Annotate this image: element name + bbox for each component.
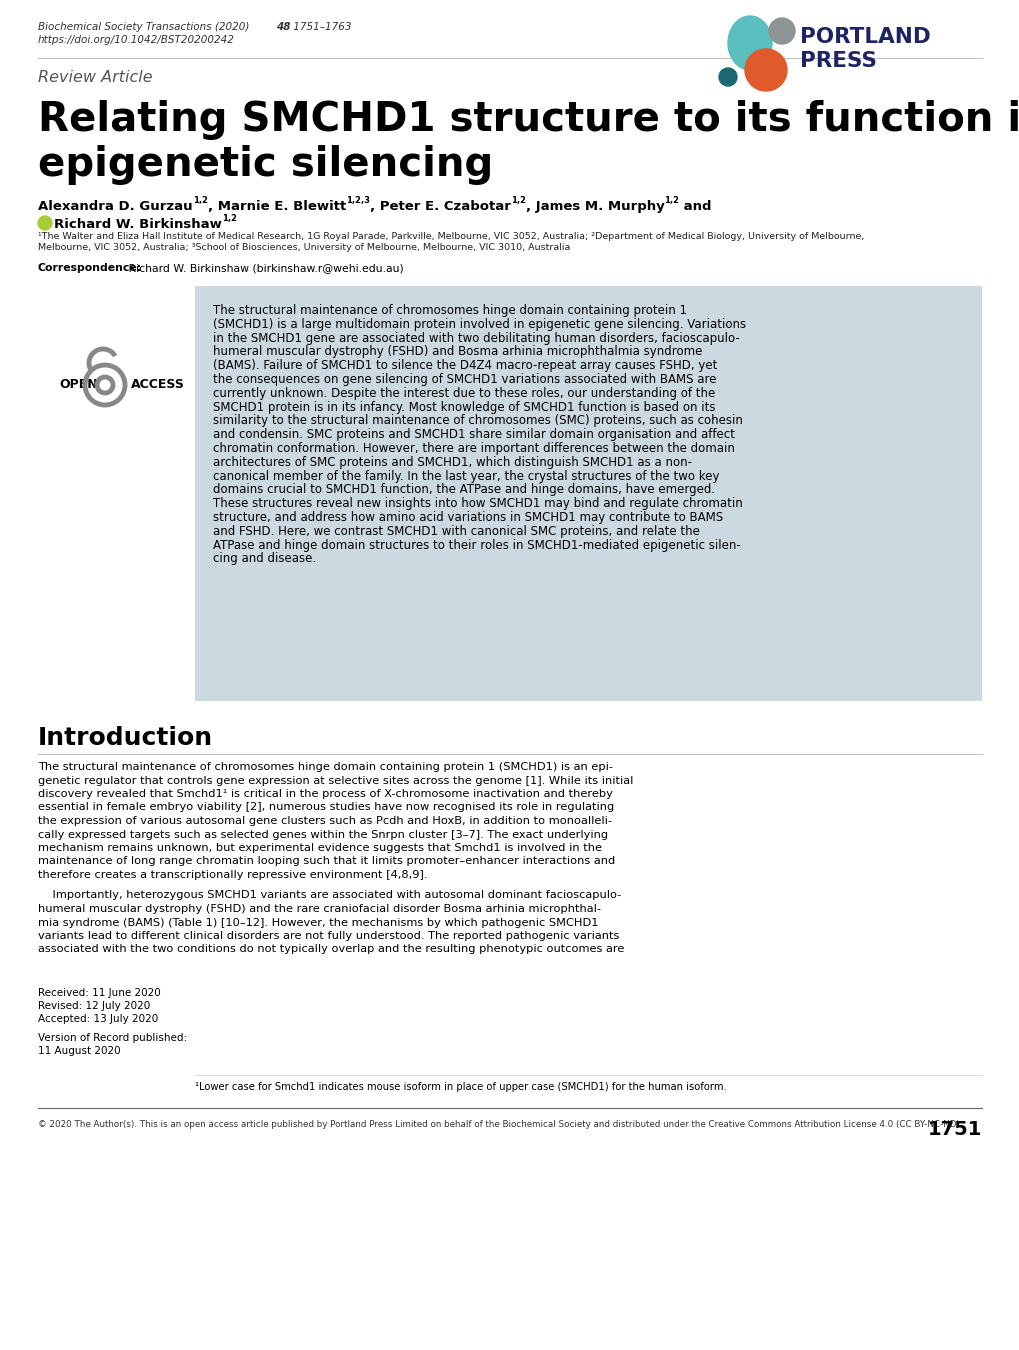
Text: (BAMS). Failure of SMCHD1 to silence the D4Z4 macro-repeat array causes FSHD, ye: (BAMS). Failure of SMCHD1 to silence the…	[213, 359, 716, 373]
Text: the consequences on gene silencing of SMCHD1 variations associated with BAMS are: the consequences on gene silencing of SM…	[213, 373, 715, 386]
Text: 1,2: 1,2	[193, 197, 208, 205]
Text: epigenetic silencing: epigenetic silencing	[38, 144, 493, 185]
Text: These structures reveal new insights into how SMCHD1 may bind and regulate chrom: These structures reveal new insights int…	[213, 497, 742, 510]
Text: , Peter E. Czabotar: , Peter E. Czabotar	[370, 200, 511, 213]
Text: 1,2: 1,2	[511, 197, 525, 205]
Text: © 2020 The Author(s). This is an open access article published by Portland Press: © 2020 The Author(s). This is an open ac…	[38, 1120, 962, 1129]
Text: architectures of SMC proteins and SMCHD1, which distinguish SMCHD1 as a non-: architectures of SMC proteins and SMCHD1…	[213, 456, 691, 468]
Text: Richard W. Birkinshaw (birkinshaw.r@wehi.edu.au): Richard W. Birkinshaw (birkinshaw.r@wehi…	[125, 263, 404, 273]
Text: mia syndrome (BAMS) (Table 1) [10–12]. However, the mechanisms by which pathogen: mia syndrome (BAMS) (Table 1) [10–12]. H…	[38, 918, 598, 927]
Text: 1,2,3: 1,2,3	[345, 197, 370, 205]
Text: ¹The Walter and Eliza Hall Institute of Medical Research, 1G Royal Parade, Parkv: ¹The Walter and Eliza Hall Institute of …	[38, 232, 863, 242]
Text: PRESS: PRESS	[799, 51, 876, 72]
Text: SMCHD1 protein is in its infancy. Most knowledge of SMCHD1 function is based on : SMCHD1 protein is in its infancy. Most k…	[213, 401, 714, 413]
Text: and FSHD. Here, we contrast SMCHD1 with canonical SMC proteins, and relate the: and FSHD. Here, we contrast SMCHD1 with …	[213, 525, 699, 537]
Text: genetic regulator that controls gene expression at selective sites across the ge: genetic regulator that controls gene exp…	[38, 775, 633, 786]
Text: chromatin conformation. However, there are important differences between the dom: chromatin conformation. However, there a…	[213, 441, 734, 455]
Text: 1,2: 1,2	[222, 215, 236, 224]
Text: Melbourne, VIC 3052, Australia; ³School of Biosciences, University of Melbourne,: Melbourne, VIC 3052, Australia; ³School …	[38, 243, 570, 252]
Text: and condensin. SMC proteins and SMCHD1 share similar domain organisation and aff: and condensin. SMC proteins and SMCHD1 s…	[213, 428, 734, 441]
Text: Revised: 12 July 2020: Revised: 12 July 2020	[38, 1000, 150, 1011]
Text: maintenance of long range chromatin looping such that it limits promoter–enhance: maintenance of long range chromatin loop…	[38, 856, 614, 867]
Text: the expression of various autosomal gene clusters such as Pcdh and HoxB, in addi: the expression of various autosomal gene…	[38, 815, 611, 826]
Text: Review Article: Review Article	[38, 70, 153, 85]
Text: in the SMCHD1 gene are associated with two debilitating human disorders, faciosc: in the SMCHD1 gene are associated with t…	[213, 332, 739, 344]
Text: Biochemical Society Transactions (2020): Biochemical Society Transactions (2020)	[38, 22, 253, 32]
Text: Introduction: Introduction	[38, 726, 213, 751]
Text: currently unknown. Despite the interest due to these roles, our understanding of: currently unknown. Despite the interest …	[213, 387, 714, 400]
Text: https://doi.org/10.1042/BST20200242: https://doi.org/10.1042/BST20200242	[38, 35, 234, 45]
Circle shape	[718, 68, 737, 86]
Text: essential in female embryo viability [2], numerous studies have now recognised i: essential in female embryo viability [2]…	[38, 802, 613, 813]
Text: ID: ID	[42, 220, 48, 225]
Text: (SMCHD1) is a large multidomain protein involved in epigenetic gene silencing. V: (SMCHD1) is a large multidomain protein …	[213, 317, 745, 331]
Text: ¹Lower case for Smchd1 indicates mouse isoform in place of upper case (SMCHD1) f: ¹Lower case for Smchd1 indicates mouse i…	[195, 1081, 727, 1092]
Text: , James M. Murphy: , James M. Murphy	[525, 200, 663, 213]
Text: 48: 48	[276, 22, 290, 32]
Text: therefore creates a transcriptionally repressive environment [4,8,9].: therefore creates a transcriptionally re…	[38, 869, 427, 880]
Text: ATPase and hinge domain structures to their roles in SMCHD1-mediated epigenetic : ATPase and hinge domain structures to th…	[213, 539, 740, 552]
Text: The structural maintenance of chromosomes hinge domain containing protein 1 (SMC: The structural maintenance of chromosome…	[38, 761, 612, 772]
Text: Received: 11 June 2020: Received: 11 June 2020	[38, 988, 161, 998]
Text: humeral muscular dystrophy (FSHD) and Bosma arhinia microphthalmia syndrome: humeral muscular dystrophy (FSHD) and Bo…	[213, 346, 702, 358]
Text: Version of Record published:: Version of Record published:	[38, 1033, 186, 1044]
Text: structure, and address how amino acid variations in SMCHD1 may contribute to BAM: structure, and address how amino acid va…	[213, 512, 722, 524]
Text: 1751–1763: 1751–1763	[289, 22, 352, 32]
Text: variants lead to different clinical disorders are not fully understood. The repo: variants lead to different clinical diso…	[38, 931, 619, 941]
Text: Richard W. Birkinshaw: Richard W. Birkinshaw	[54, 217, 222, 231]
Text: 11 August 2020: 11 August 2020	[38, 1046, 120, 1056]
Text: similarity to the structural maintenance of chromosomes (SMC) proteins, such as : similarity to the structural maintenance…	[213, 414, 742, 428]
Text: PORTLAND: PORTLAND	[799, 27, 930, 47]
Circle shape	[744, 49, 787, 90]
Text: Importantly, heterozygous SMCHD1 variants are associated with autosomal dominant: Importantly, heterozygous SMCHD1 variant…	[38, 891, 621, 900]
Text: domains crucial to SMCHD1 function, the ATPase and hinge domains, have emerged.: domains crucial to SMCHD1 function, the …	[213, 483, 714, 497]
Text: discovery revealed that Smchd1¹ is critical in the process of X-chromosome inact: discovery revealed that Smchd1¹ is criti…	[38, 788, 612, 799]
Text: , Marnie E. Blewitt: , Marnie E. Blewitt	[208, 200, 345, 213]
Ellipse shape	[728, 16, 771, 70]
FancyBboxPatch shape	[195, 286, 981, 701]
Text: ACCESS: ACCESS	[130, 378, 184, 392]
Text: 1,2: 1,2	[663, 197, 679, 205]
Text: associated with the two conditions do not typically overlap and the resulting ph: associated with the two conditions do no…	[38, 945, 624, 954]
Text: cally expressed targets such as selected genes within the Snrpn cluster [3–7]. T: cally expressed targets such as selected…	[38, 829, 607, 840]
Text: 1751: 1751	[926, 1120, 981, 1139]
Circle shape	[38, 216, 52, 230]
Text: OPEN: OPEN	[59, 378, 98, 392]
Text: Relating SMCHD1 structure to its function in: Relating SMCHD1 structure to its functio…	[38, 100, 1019, 140]
Circle shape	[768, 18, 794, 45]
Text: Alexandra D. Gurzau: Alexandra D. Gurzau	[38, 200, 193, 213]
Text: The structural maintenance of chromosomes hinge domain containing protein 1: The structural maintenance of chromosome…	[213, 304, 687, 317]
Text: canonical member of the family. In the last year, the crystal structures of the : canonical member of the family. In the l…	[213, 470, 718, 482]
Text: Correspondence:: Correspondence:	[38, 263, 142, 273]
Text: cing and disease.: cing and disease.	[213, 552, 316, 566]
Text: and: and	[679, 200, 711, 213]
Text: mechanism remains unknown, but experimental evidence suggests that Smchd1 is inv: mechanism remains unknown, but experimen…	[38, 842, 601, 853]
Text: Accepted: 13 July 2020: Accepted: 13 July 2020	[38, 1014, 158, 1025]
Text: humeral muscular dystrophy (FSHD) and the rare craniofacial disorder Bosma arhin: humeral muscular dystrophy (FSHD) and th…	[38, 904, 600, 914]
